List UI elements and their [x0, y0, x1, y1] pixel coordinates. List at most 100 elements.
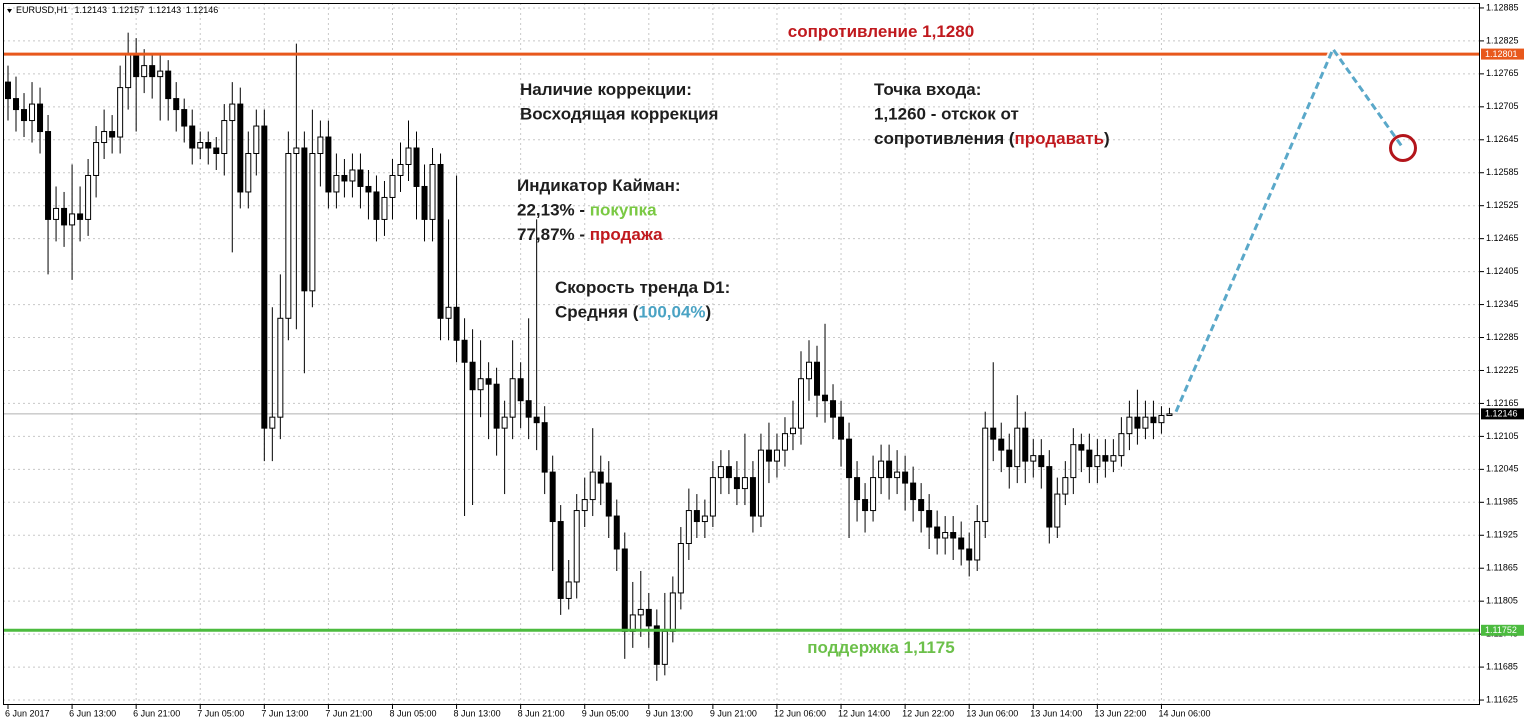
candle-body — [974, 521, 981, 561]
candle-body — [133, 54, 140, 78]
x-tick-label: 7 Jun 05:00 — [197, 708, 244, 718]
candle-body — [653, 625, 660, 665]
candle-body — [61, 207, 68, 226]
candle-body — [557, 521, 564, 599]
candle-body — [725, 466, 732, 479]
x-tick-label: 12 Jun 06:00 — [774, 708, 826, 718]
menu-arrow — [7, 9, 12, 13]
candle-body — [517, 378, 524, 402]
candle-body — [461, 339, 468, 363]
candle-body — [493, 383, 500, 429]
y-tick-label: 1.11925 — [1486, 530, 1518, 540]
candle-body — [830, 400, 837, 418]
candle-body — [1046, 466, 1053, 528]
candle-body — [765, 449, 772, 462]
annotation-text: ) — [1104, 129, 1110, 148]
y-tick-label: 1.12465 — [1486, 233, 1519, 243]
candle-body — [93, 142, 100, 176]
annotation-line: сопротивления (продавать) — [874, 129, 1110, 148]
x-tick-label: 13 Jun 06:00 — [966, 708, 1018, 718]
y-tick-label: 1.11805 — [1486, 596, 1518, 606]
annotation-text: 100,04% — [638, 303, 705, 322]
candle-body — [109, 131, 116, 138]
candle-body — [1094, 455, 1101, 468]
candle-body — [1142, 416, 1149, 429]
annotation-line: Индикатор Кайман: — [517, 176, 681, 195]
candle-body — [85, 174, 92, 220]
candle-body — [958, 537, 965, 550]
level-box — [1481, 624, 1524, 636]
candle-body — [437, 163, 444, 319]
x-tick-label: 13 Jun 22:00 — [1094, 708, 1146, 718]
candle-body — [1166, 413, 1173, 417]
candle-body — [477, 378, 484, 391]
candle-body — [213, 147, 220, 155]
candle-body — [942, 532, 949, 539]
candle-body — [301, 147, 308, 292]
candle-body — [757, 449, 764, 517]
annotation-text: 77,87% - — [517, 225, 590, 244]
candle-body — [13, 98, 20, 111]
candle-body — [21, 109, 28, 122]
candle-body — [469, 361, 476, 391]
candle-body — [685, 510, 692, 545]
candle-body — [910, 482, 917, 501]
candle-body — [317, 136, 324, 155]
x-tick-label: 9 Jun 13:00 — [646, 708, 693, 718]
candle-body — [1102, 455, 1109, 462]
candle-body — [285, 153, 292, 319]
candle-body — [966, 548, 973, 561]
candle-body — [1006, 449, 1013, 468]
candle-body — [998, 438, 1005, 451]
candle-body — [261, 125, 268, 429]
candle-body — [565, 581, 572, 599]
y-tick-label: 1.12885 — [1486, 2, 1519, 12]
candle-body — [1086, 449, 1093, 468]
candle-body — [1038, 455, 1045, 468]
x-tick-label: 12 Jun 22:00 — [902, 708, 954, 718]
annotation-line: поддержка 1,1175 — [807, 638, 954, 657]
symbol: EURUSD,H1 — [16, 5, 68, 15]
candle-body — [69, 213, 76, 226]
y-tick-label: 1.12105 — [1486, 431, 1519, 441]
candle-body — [1126, 416, 1133, 435]
candle-body — [990, 427, 997, 440]
x-tick-label: 7 Jun 21:00 — [325, 708, 372, 718]
candle-body — [741, 477, 748, 490]
annotation-line: сопротивление 1,1280 — [788, 22, 974, 41]
annotation-line: Точка входа: — [874, 80, 981, 99]
candle-body — [245, 153, 252, 193]
annotation-text: Скорость тренда D1: — [555, 278, 730, 297]
annotation-text: сопротивление 1,1280 — [788, 22, 974, 41]
candle-body — [822, 394, 829, 402]
candle-body — [878, 460, 885, 479]
candle-body — [533, 416, 540, 424]
candle-body — [597, 471, 604, 484]
candle-body — [982, 427, 989, 523]
x-tick-label: 7 Jun 13:00 — [261, 708, 308, 718]
level-box — [1481, 48, 1524, 60]
candle-body — [918, 499, 925, 512]
annotation-text: 22,13% - — [517, 201, 590, 220]
candle-body — [413, 147, 420, 187]
annotation-text: Точка входа: — [874, 80, 981, 99]
y-tick-label: 1.11625 — [1486, 694, 1518, 704]
candle-body — [53, 207, 60, 220]
candle-body — [373, 191, 380, 220]
candle-body — [45, 131, 52, 220]
y-tick-label: 1.12045 — [1486, 464, 1519, 474]
level-label: 1.12801 — [1485, 49, 1518, 59]
candle-body — [814, 361, 821, 396]
candle-body — [773, 449, 780, 462]
candle-body — [429, 163, 436, 220]
candle-body — [637, 608, 644, 616]
plot-border — [3, 3, 1480, 705]
candle-body — [405, 147, 412, 165]
candle-body — [501, 416, 508, 429]
candle-body — [453, 306, 460, 341]
candle-body — [1134, 416, 1141, 429]
target-circle — [1389, 134, 1417, 163]
candle-body — [846, 438, 853, 479]
